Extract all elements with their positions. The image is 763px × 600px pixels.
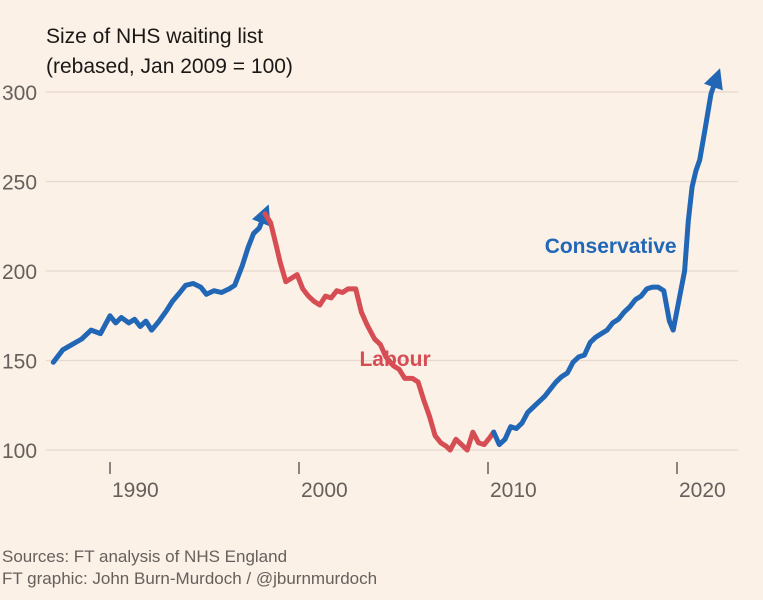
series-line-conservative-2: [491, 68, 723, 448]
tick-layer: 100 150 200 250 300 1990 2000 2010 2020: [2, 82, 726, 502]
x-tick-label-2000: 2000: [301, 479, 348, 502]
y-tick-label-250: 250: [2, 172, 37, 195]
x-tick-label-2010: 2010: [490, 479, 537, 502]
credit-note: FT graphic: John Burn-Murdoch / @jburnmu…: [2, 569, 378, 588]
label-layer: Conservative Labour: [359, 235, 676, 371]
chart-footer: Sources: FT analysis of NHS England FT g…: [2, 546, 377, 590]
series-line-labour-1: [262, 211, 497, 453]
y-tick-label-300: 300: [2, 82, 37, 105]
chart-subtitle: (rebased, Jan 2009 = 100): [46, 55, 293, 78]
sources-note: Sources: FT analysis of NHS England: [2, 547, 288, 566]
annotation-labour: Labour: [359, 348, 430, 371]
series-layer: [50, 68, 723, 453]
y-tick-label-150: 150: [2, 351, 37, 374]
grid-layer: [46, 91, 738, 451]
chart-title-block: Size of NHS waiting list (rebased, Jan 2…: [46, 22, 293, 82]
annotation-conservative: Conservative: [545, 235, 677, 258]
series-line-conservative-0: [50, 204, 271, 365]
y-tick-label-100: 100: [2, 440, 37, 463]
y-tick-label-200: 200: [2, 261, 37, 284]
chart-title: Size of NHS waiting list: [46, 25, 264, 48]
x-tick-label-2020: 2020: [679, 479, 726, 502]
x-tick-label-1990: 1990: [112, 479, 159, 502]
